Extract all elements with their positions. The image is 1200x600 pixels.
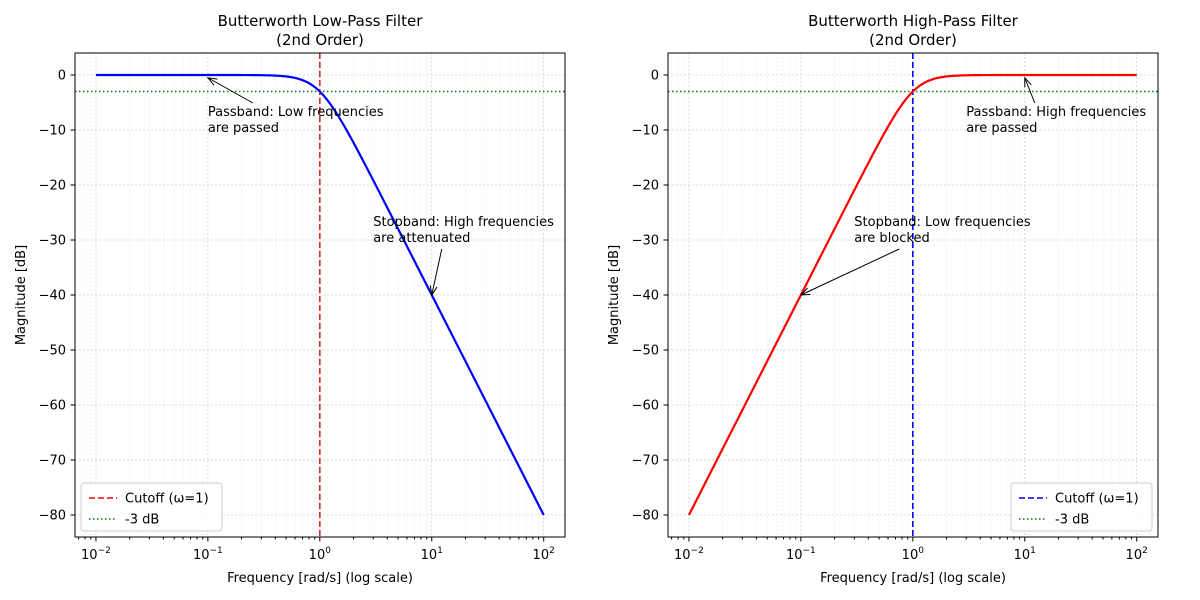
y-tick-label: −10 bbox=[632, 124, 659, 139]
x-tick-label: 101 bbox=[421, 546, 443, 563]
x-tick-base: 10 bbox=[309, 548, 326, 563]
grid bbox=[75, 53, 565, 537]
legend: Cutoff (ω=1) -3 dB bbox=[1010, 482, 1153, 532]
legend-label: -3 dB bbox=[125, 513, 159, 528]
annotation-arrow bbox=[431, 248, 443, 296]
x-tick-label: 102 bbox=[1126, 546, 1148, 563]
annotation-arrow bbox=[207, 77, 254, 104]
y-tick-label: −20 bbox=[632, 179, 659, 194]
chart-title-line2: (2nd Order) bbox=[869, 31, 957, 49]
legend-box bbox=[80, 482, 223, 532]
y-tick-label: −10 bbox=[39, 124, 66, 139]
annotation-line2: are passed bbox=[208, 121, 279, 136]
annotation-line1: Passband: Low frequencies bbox=[208, 105, 384, 120]
magnitude-series-line bbox=[687, 73, 1137, 516]
x-tick-exponent: 2 bbox=[549, 546, 555, 556]
x-axis-label: Frequency [rad/s] (log scale) bbox=[227, 571, 413, 586]
magnitude-series-line bbox=[95, 73, 545, 516]
legend: Cutoff (ω=1) -3 dB bbox=[80, 482, 223, 532]
x-tick-exponent: −2 bbox=[691, 546, 704, 556]
y-tick-label: 0 bbox=[651, 69, 659, 84]
x-tick-label: 101 bbox=[1014, 546, 1036, 563]
legend-label: -3 dB bbox=[1055, 513, 1089, 528]
annotation-arrow bbox=[800, 248, 900, 296]
x-tick-exponent: 2 bbox=[1142, 546, 1148, 556]
chart-title-line2: (2nd Order) bbox=[276, 31, 364, 49]
x-tick-base: 10 bbox=[193, 548, 210, 563]
x-tick-base: 10 bbox=[533, 548, 550, 563]
x-tick-base: 10 bbox=[81, 548, 98, 563]
y-tick-label: −20 bbox=[39, 179, 66, 194]
y-axis-label: Magnitude [dB] bbox=[14, 245, 29, 345]
annotation-line1: Stopband: Low frequencies bbox=[854, 215, 1031, 230]
chart-title-line1: Butterworth High-Pass Filter bbox=[808, 12, 1019, 30]
legend-label: Cutoff (ω=1) bbox=[125, 492, 209, 507]
y-tick-label: −70 bbox=[632, 454, 659, 469]
annotation-arrow bbox=[1024, 77, 1036, 104]
x-tick-exponent: 1 bbox=[1030, 546, 1036, 556]
y-tick-label: −40 bbox=[39, 289, 66, 304]
x-tick-exponent: 0 bbox=[918, 546, 924, 556]
x-tick-base: 10 bbox=[1126, 548, 1143, 563]
annotation-line2: are passed bbox=[966, 121, 1037, 136]
annotation-arrowhead bbox=[1024, 76, 1032, 88]
plot-frame bbox=[74, 52, 566, 538]
y-tick-label: 0 bbox=[58, 69, 66, 84]
annotation-arrowhead bbox=[799, 287, 811, 296]
lowpass-chart: Butterworth Low-Pass Filter (2nd Order) … bbox=[14, 12, 566, 586]
x-tick-label: 10−2 bbox=[81, 546, 111, 563]
annotation-arrowhead bbox=[429, 285, 438, 297]
x-tick-base: 10 bbox=[786, 548, 803, 563]
plot-marks bbox=[668, 53, 1158, 537]
y-tick-label: −60 bbox=[39, 399, 66, 414]
x-tick-label: 100 bbox=[902, 546, 925, 563]
y-tick-label: −80 bbox=[632, 509, 659, 524]
annotation-line1: Stopband: High frequencies bbox=[373, 215, 554, 230]
x-tick-exponent: −1 bbox=[803, 546, 816, 556]
x-tick-label: 100 bbox=[309, 546, 332, 563]
y-tick-label: −50 bbox=[632, 344, 659, 359]
x-tick-label: 10−2 bbox=[674, 546, 704, 563]
annotation-arrowhead bbox=[206, 77, 218, 86]
grid bbox=[668, 53, 1158, 537]
legend-label: Cutoff (ω=1) bbox=[1055, 492, 1139, 507]
axis-ticks: 10−2 10−1 100 101 1020−10−20−30−40−50−60−70−… bbox=[39, 69, 555, 564]
y-tick-label: −50 bbox=[39, 344, 66, 359]
legend-box bbox=[1010, 482, 1153, 532]
highpass-chart: Butterworth High-Pass Filter (2nd Order)… bbox=[607, 12, 1159, 586]
y-tick-label: −80 bbox=[39, 509, 66, 524]
x-tick-label: 10−1 bbox=[786, 546, 816, 563]
plot-frame bbox=[667, 52, 1159, 538]
x-axis-label: Frequency [rad/s] (log scale) bbox=[820, 571, 1006, 586]
y-tick-label: −30 bbox=[39, 234, 66, 249]
x-tick-exponent: 1 bbox=[437, 546, 443, 556]
y-axis-label: Magnitude [dB] bbox=[607, 245, 622, 345]
x-tick-base: 10 bbox=[1014, 548, 1031, 563]
annotation-line2: are blocked bbox=[854, 231, 929, 246]
x-tick-exponent: −1 bbox=[210, 546, 223, 556]
y-tick-label: −70 bbox=[39, 454, 66, 469]
x-tick-exponent: −2 bbox=[98, 546, 111, 556]
y-tick-label: −60 bbox=[632, 399, 659, 414]
plot-marks bbox=[75, 53, 565, 537]
y-tick-label: −30 bbox=[632, 234, 659, 249]
y-tick-label: −40 bbox=[632, 289, 659, 304]
x-tick-base: 10 bbox=[421, 548, 438, 563]
x-tick-label: 10−1 bbox=[193, 546, 223, 563]
x-tick-base: 10 bbox=[674, 548, 691, 563]
x-tick-label: 102 bbox=[533, 546, 555, 563]
chart-title-line1: Butterworth Low-Pass Filter bbox=[218, 12, 424, 30]
x-tick-base: 10 bbox=[902, 548, 919, 563]
annotation-line1: Passband: High frequencies bbox=[966, 105, 1146, 120]
x-tick-exponent: 0 bbox=[325, 546, 331, 556]
annotation-line2: are attenuated bbox=[373, 231, 470, 246]
